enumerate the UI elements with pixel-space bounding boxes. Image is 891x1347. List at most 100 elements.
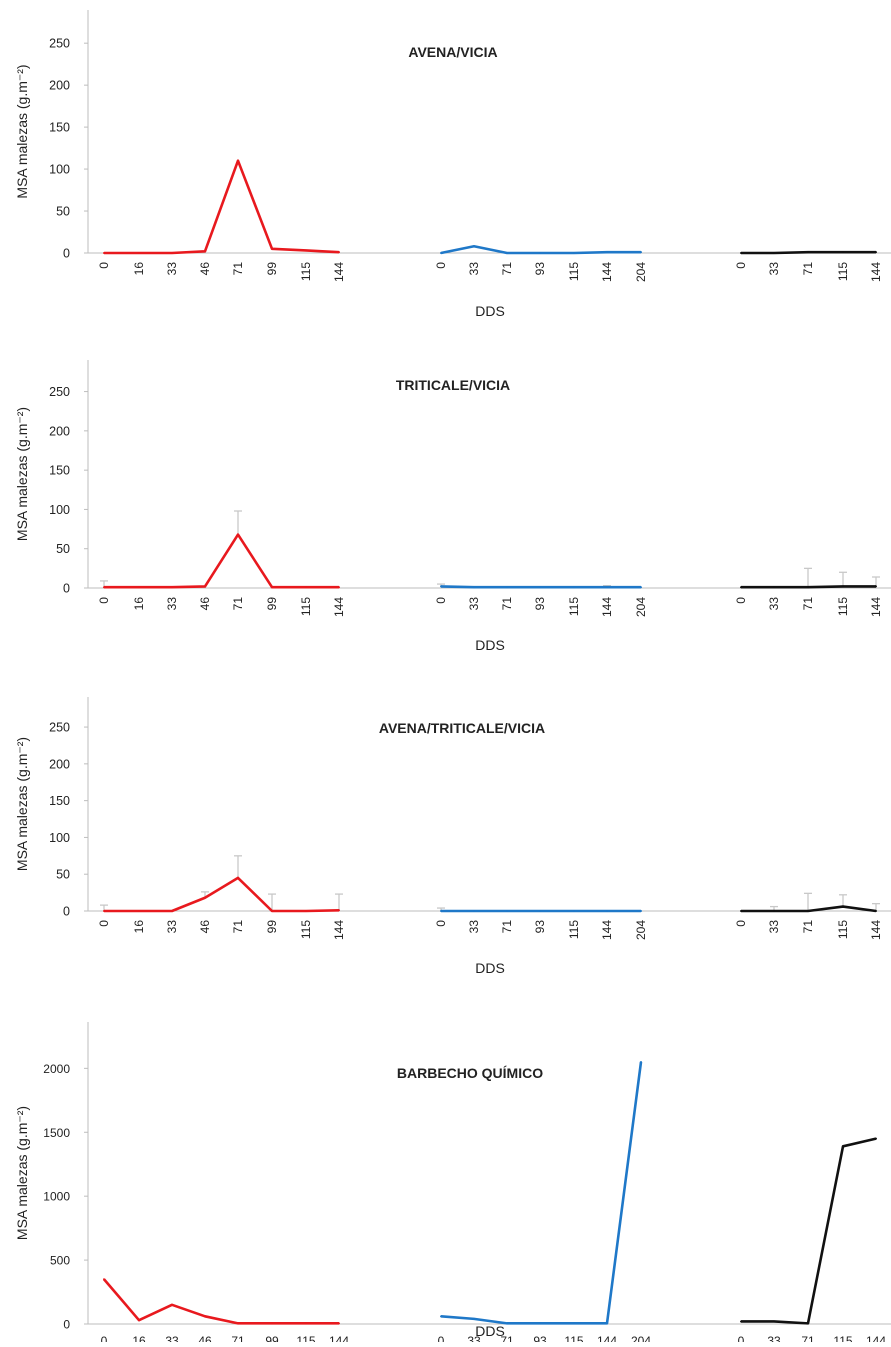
data-point	[204, 1315, 206, 1318]
chart-title: AVENA/TRITICALE/VICIA	[379, 720, 545, 736]
data-point	[740, 910, 742, 912]
x-tick-label: 0	[734, 262, 748, 269]
x-tick-label: 115	[296, 1334, 315, 1342]
y-tick-label: 200	[49, 757, 70, 771]
x-axis-label: DDS	[475, 303, 505, 319]
series-line-2	[440, 585, 641, 589]
x-tick-label: 144	[597, 1334, 617, 1342]
x-tick-label: 99	[265, 920, 279, 934]
data-point	[440, 585, 442, 588]
x-tick-label: 115	[567, 597, 581, 616]
data-point	[506, 252, 508, 254]
data-point	[204, 585, 206, 588]
data-point	[773, 1320, 775, 1323]
chart-panel-1: 0 50 100 150 200 250 MSA malezas (g.m⁻²) AVENA/…	[14, 10, 891, 319]
x-tick-label: 99	[265, 1334, 279, 1342]
x-tick-label: 33	[165, 262, 179, 276]
x-tick-label: 0	[434, 920, 448, 927]
data-point	[338, 909, 340, 912]
data-point	[204, 250, 206, 253]
data-point	[640, 251, 642, 254]
data-point	[338, 251, 340, 254]
chart-panel-2: 0 50 100 150 200 250 MSA malezas (g.m⁻²) TRITIC…	[14, 360, 891, 653]
data-point	[440, 910, 442, 912]
x-tick-label: 115	[833, 1334, 852, 1342]
series-line-1	[103, 1278, 339, 1325]
x-tick-label: 144	[332, 597, 346, 617]
data-point	[842, 1145, 844, 1148]
data-point	[305, 1322, 307, 1325]
data-point	[237, 1322, 239, 1325]
data-point	[204, 896, 206, 899]
data-point	[573, 586, 575, 589]
y-tick-label: 150	[49, 464, 70, 478]
x-tick-label: 144	[869, 597, 883, 617]
data-point	[473, 586, 475, 589]
data-point	[305, 910, 307, 912]
data-point	[473, 1317, 475, 1320]
series-line-3	[741, 1137, 877, 1325]
data-point	[842, 251, 844, 254]
data-point	[807, 251, 809, 254]
chart-panel-4: 0 500 1000 1500 2000 MSA malezas (g.m⁻²) BARBE…	[14, 1022, 891, 1347]
x-tick-label: 46	[198, 1334, 212, 1342]
data-point	[773, 586, 775, 589]
x-tick-label: 144	[332, 262, 346, 282]
x-tick-label: 33	[767, 920, 781, 934]
y-tick-label: 250	[49, 385, 70, 399]
data-point	[573, 1322, 575, 1325]
data-point	[271, 586, 273, 589]
x-tick-label: 46	[198, 597, 212, 611]
x-tick-label: 93	[533, 1334, 547, 1342]
x-tick-label: 33	[165, 920, 179, 934]
x-tick-label: 115	[567, 920, 581, 939]
data-point	[103, 586, 105, 589]
chart-title: AVENA/VICIA	[408, 44, 497, 60]
x-tick-label: 115	[836, 597, 850, 616]
data-point	[271, 910, 273, 912]
series-line-1	[104, 159, 340, 255]
x-tick-label: 144	[329, 1334, 349, 1342]
x-tick-label: 115	[567, 262, 581, 281]
x-tick-label: 71	[231, 262, 245, 276]
data-point	[842, 585, 844, 588]
data-point	[506, 910, 508, 912]
data-point	[271, 1322, 273, 1325]
data-point	[338, 1322, 340, 1325]
chart-title: TRITICALE/VICIA	[396, 377, 510, 393]
data-point	[539, 252, 541, 254]
y-tick-label: 50	[56, 205, 70, 219]
x-tick-label: 115	[299, 920, 313, 939]
x-tick-label: 33	[165, 597, 179, 611]
data-point	[740, 586, 742, 589]
data-point	[640, 910, 642, 912]
x-tick-label: 46	[198, 920, 212, 934]
y-axis-label: MSA malezas (g.m⁻²)	[14, 1106, 30, 1240]
data-point	[473, 245, 475, 248]
x-tick-label: 93	[533, 262, 547, 276]
x-axis-label: DDS	[475, 960, 505, 976]
x-tick-label: 115	[836, 920, 850, 939]
x-tick-label: 0	[97, 920, 111, 927]
x-tick-label: 115	[564, 1334, 583, 1342]
x-tick-label: 71	[231, 920, 245, 934]
x-tick-label: 0	[734, 597, 748, 604]
data-point	[606, 910, 608, 912]
x-tick-label: 71	[801, 920, 815, 934]
y-tick-label: 150	[49, 121, 70, 135]
data-point	[773, 910, 775, 912]
data-point	[103, 252, 105, 254]
data-point	[138, 1319, 140, 1322]
x-tick-label: 0	[738, 1334, 745, 1342]
x-tick-label: 33	[467, 262, 481, 276]
y-axis-label: MSA malezas (g.m⁻²)	[14, 737, 30, 871]
x-tick-label: 71	[801, 1334, 815, 1342]
x-tick-label: 16	[132, 920, 146, 934]
data-point	[875, 1137, 877, 1140]
y-tick-label: 250	[49, 37, 70, 51]
x-tick-label: 16	[132, 597, 146, 611]
x-tick-label: 144	[869, 262, 883, 282]
data-point	[338, 586, 340, 589]
x-tick-label: 0	[434, 597, 448, 604]
